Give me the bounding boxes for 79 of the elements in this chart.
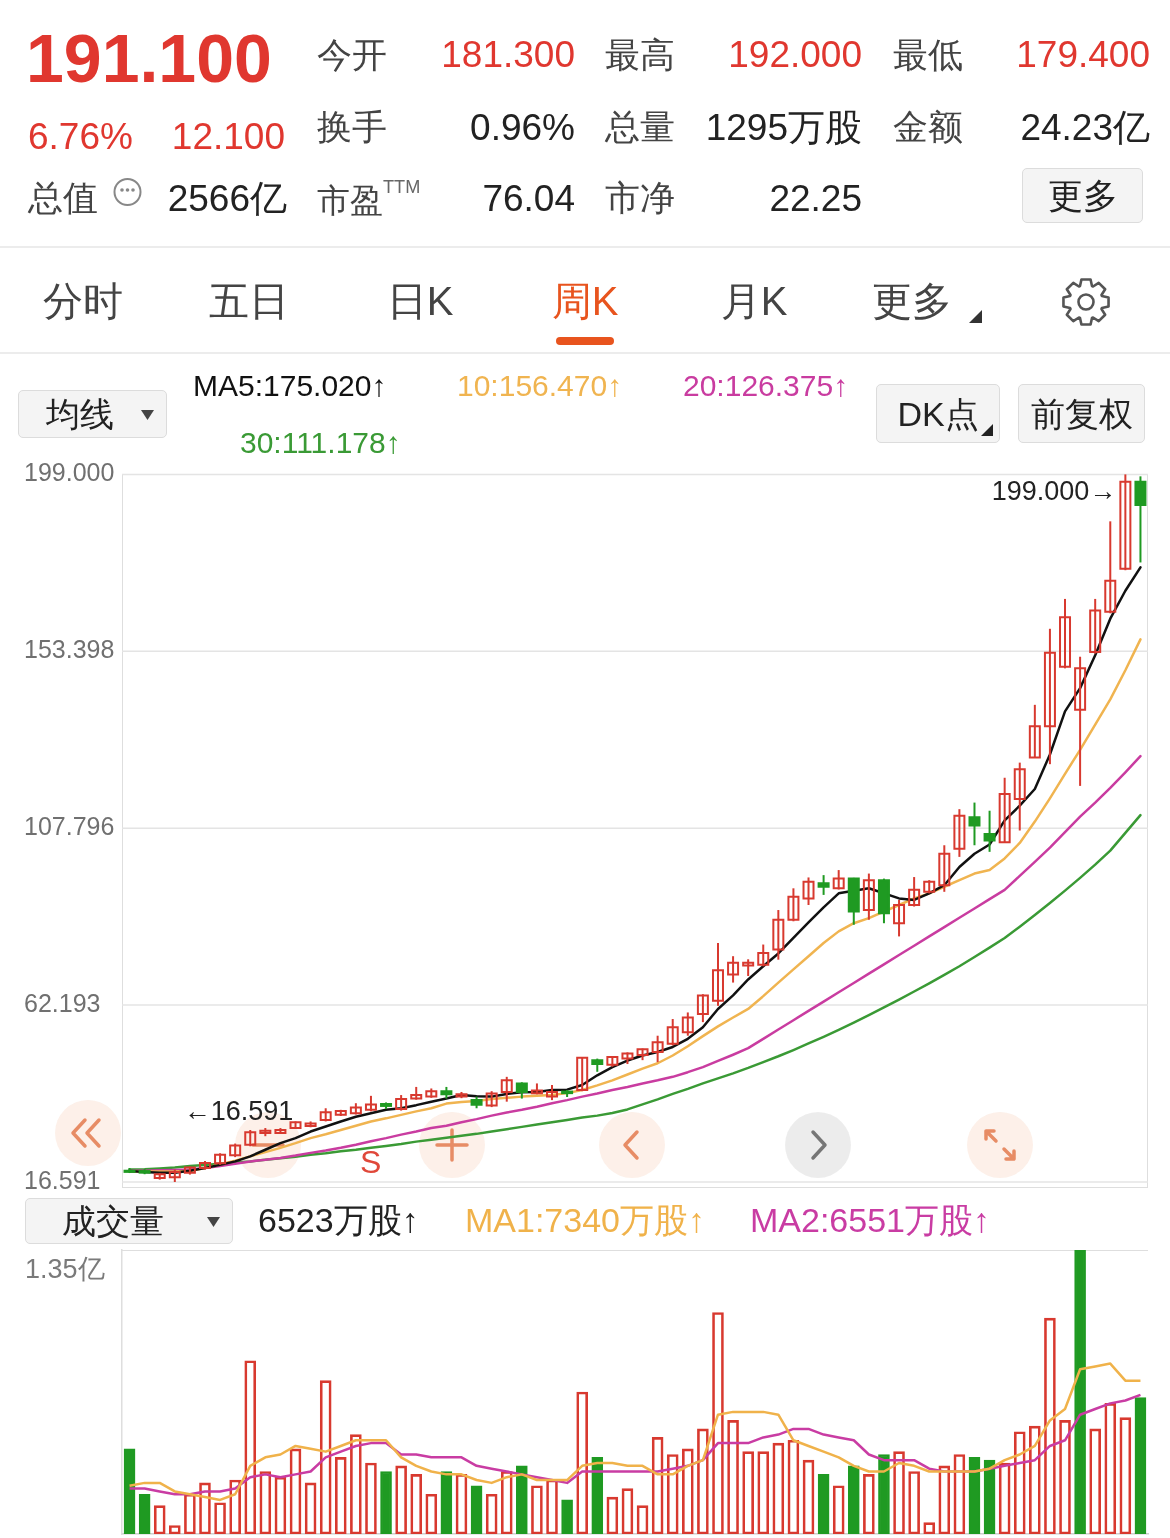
candlestick [500,1075,513,1103]
text: 10:156.470↑ [457,369,623,402]
text: 市净 [605,178,675,217]
candlestick [757,943,770,968]
candlestick [1059,597,1072,670]
text: 总量 [605,107,675,146]
text: 总值 [28,178,98,217]
text: 22.25 [769,178,862,219]
text: 今开 [317,35,387,74]
candlestick [1089,597,1102,655]
text: 1295万股 [705,107,862,148]
text: 6.76% [28,116,133,157]
text: 191.100 [26,20,272,96]
y-tick-label: 62.193 [24,988,101,1017]
text: 最高 [605,35,675,74]
text: 192.000 [728,34,862,75]
text: MA1:7340万股↑ [465,1201,705,1239]
candlestick [727,955,740,984]
y-tick-label: 153.398 [24,635,115,664]
candlestick [802,876,815,906]
text: 2566亿 [167,178,287,219]
candlestick [893,898,906,938]
y-tick-label: 199.000 [24,458,115,487]
text: 1.35亿 [25,1254,105,1284]
text: 12.100 [171,116,285,157]
text: MA2:6551万股↑ [750,1201,990,1239]
candlestick [1013,761,1026,832]
text: 分时 [43,279,123,323]
text: 0.96% [470,107,575,148]
candlestick [983,809,996,853]
text: 金额 [893,107,963,146]
text: 前复权 [1018,384,1145,443]
text: 市盈$^{TTM}$ [317,177,421,219]
candlestick [1074,655,1087,787]
candlestick [787,887,800,923]
text: 30:111.178↑ [240,426,401,459]
candlestick [651,1034,664,1064]
text: 周K [551,279,619,323]
text: 179.400 [1016,34,1150,75]
candlestick [1028,703,1041,759]
text: 月K [720,279,788,323]
candlestick [908,876,921,908]
candlestick [832,869,845,891]
text: 换手 [317,107,387,146]
text: 最低 [893,35,963,74]
text: 181.300 [441,34,575,75]
candlestick [1043,627,1056,766]
text: 五日 [209,279,289,323]
text: 6523万股↑ [258,1201,419,1239]
text: 更多 [1022,168,1143,223]
candlestick [681,1011,694,1037]
text: DK点 [876,384,1000,443]
text: 均线 [18,390,167,438]
candlestick [772,909,785,961]
candlestick [711,942,724,1007]
y-tick-label: 16.591 [24,1165,101,1194]
text: MA5:175.020↑ [193,369,387,402]
candlestick [968,801,981,847]
candlestick [1134,475,1147,564]
annotation: S [360,1144,382,1180]
annotation: 199.000→ [991,476,1117,507]
candlestick [938,844,951,893]
candlestick [666,1018,679,1047]
text: 成交量 [25,1198,233,1244]
candlestick [1119,473,1132,572]
candlestick [696,993,709,1024]
candlestick [1104,520,1117,615]
candlestick [953,808,966,858]
candlestick [862,872,875,921]
y-tick-label: 107.796 [24,812,115,841]
candlestick [817,874,830,896]
candlestick [998,776,1011,844]
candlestick [576,1056,589,1093]
annotation: ←16.591 [183,1095,294,1126]
text: 日K [386,279,454,323]
text: 20:126.375↑ [683,369,849,402]
text: 76.04 [482,178,575,219]
text: 更多 [872,279,952,323]
text: 24.23亿 [1020,107,1150,148]
